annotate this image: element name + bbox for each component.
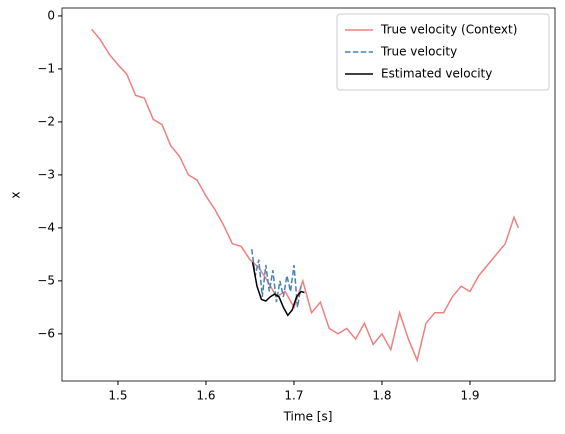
x-tick-label: 1.8 bbox=[372, 389, 391, 403]
y-tick-label: −2 bbox=[37, 114, 55, 128]
plot-frame bbox=[61, 7, 556, 382]
line bbox=[250, 248, 302, 308]
y-tick-label: −4 bbox=[37, 220, 55, 234]
legend-label: Estimated velocity bbox=[381, 67, 492, 81]
legend-label: True velocity bbox=[380, 45, 457, 59]
y-tick-label: −5 bbox=[37, 273, 55, 287]
legend-label: True velocity (Context) bbox=[380, 23, 517, 37]
y-tick-label: −1 bbox=[37, 61, 55, 75]
line bbox=[251, 262, 305, 317]
x-axis-label: Time [s] bbox=[283, 410, 333, 424]
y-tick-label: −6 bbox=[37, 326, 55, 340]
y-axis-label: x bbox=[9, 191, 23, 198]
y-tick-label: 0 bbox=[47, 8, 55, 22]
legend-box bbox=[336, 13, 550, 91]
x-tick-label: 1.5 bbox=[108, 389, 127, 403]
y-tick-label: −3 bbox=[37, 167, 55, 181]
x-tick-label: 1.7 bbox=[284, 389, 303, 403]
x-tick-label: 1.6 bbox=[196, 389, 215, 403]
line bbox=[91, 28, 520, 363]
x-tick-label: 1.9 bbox=[460, 389, 479, 403]
